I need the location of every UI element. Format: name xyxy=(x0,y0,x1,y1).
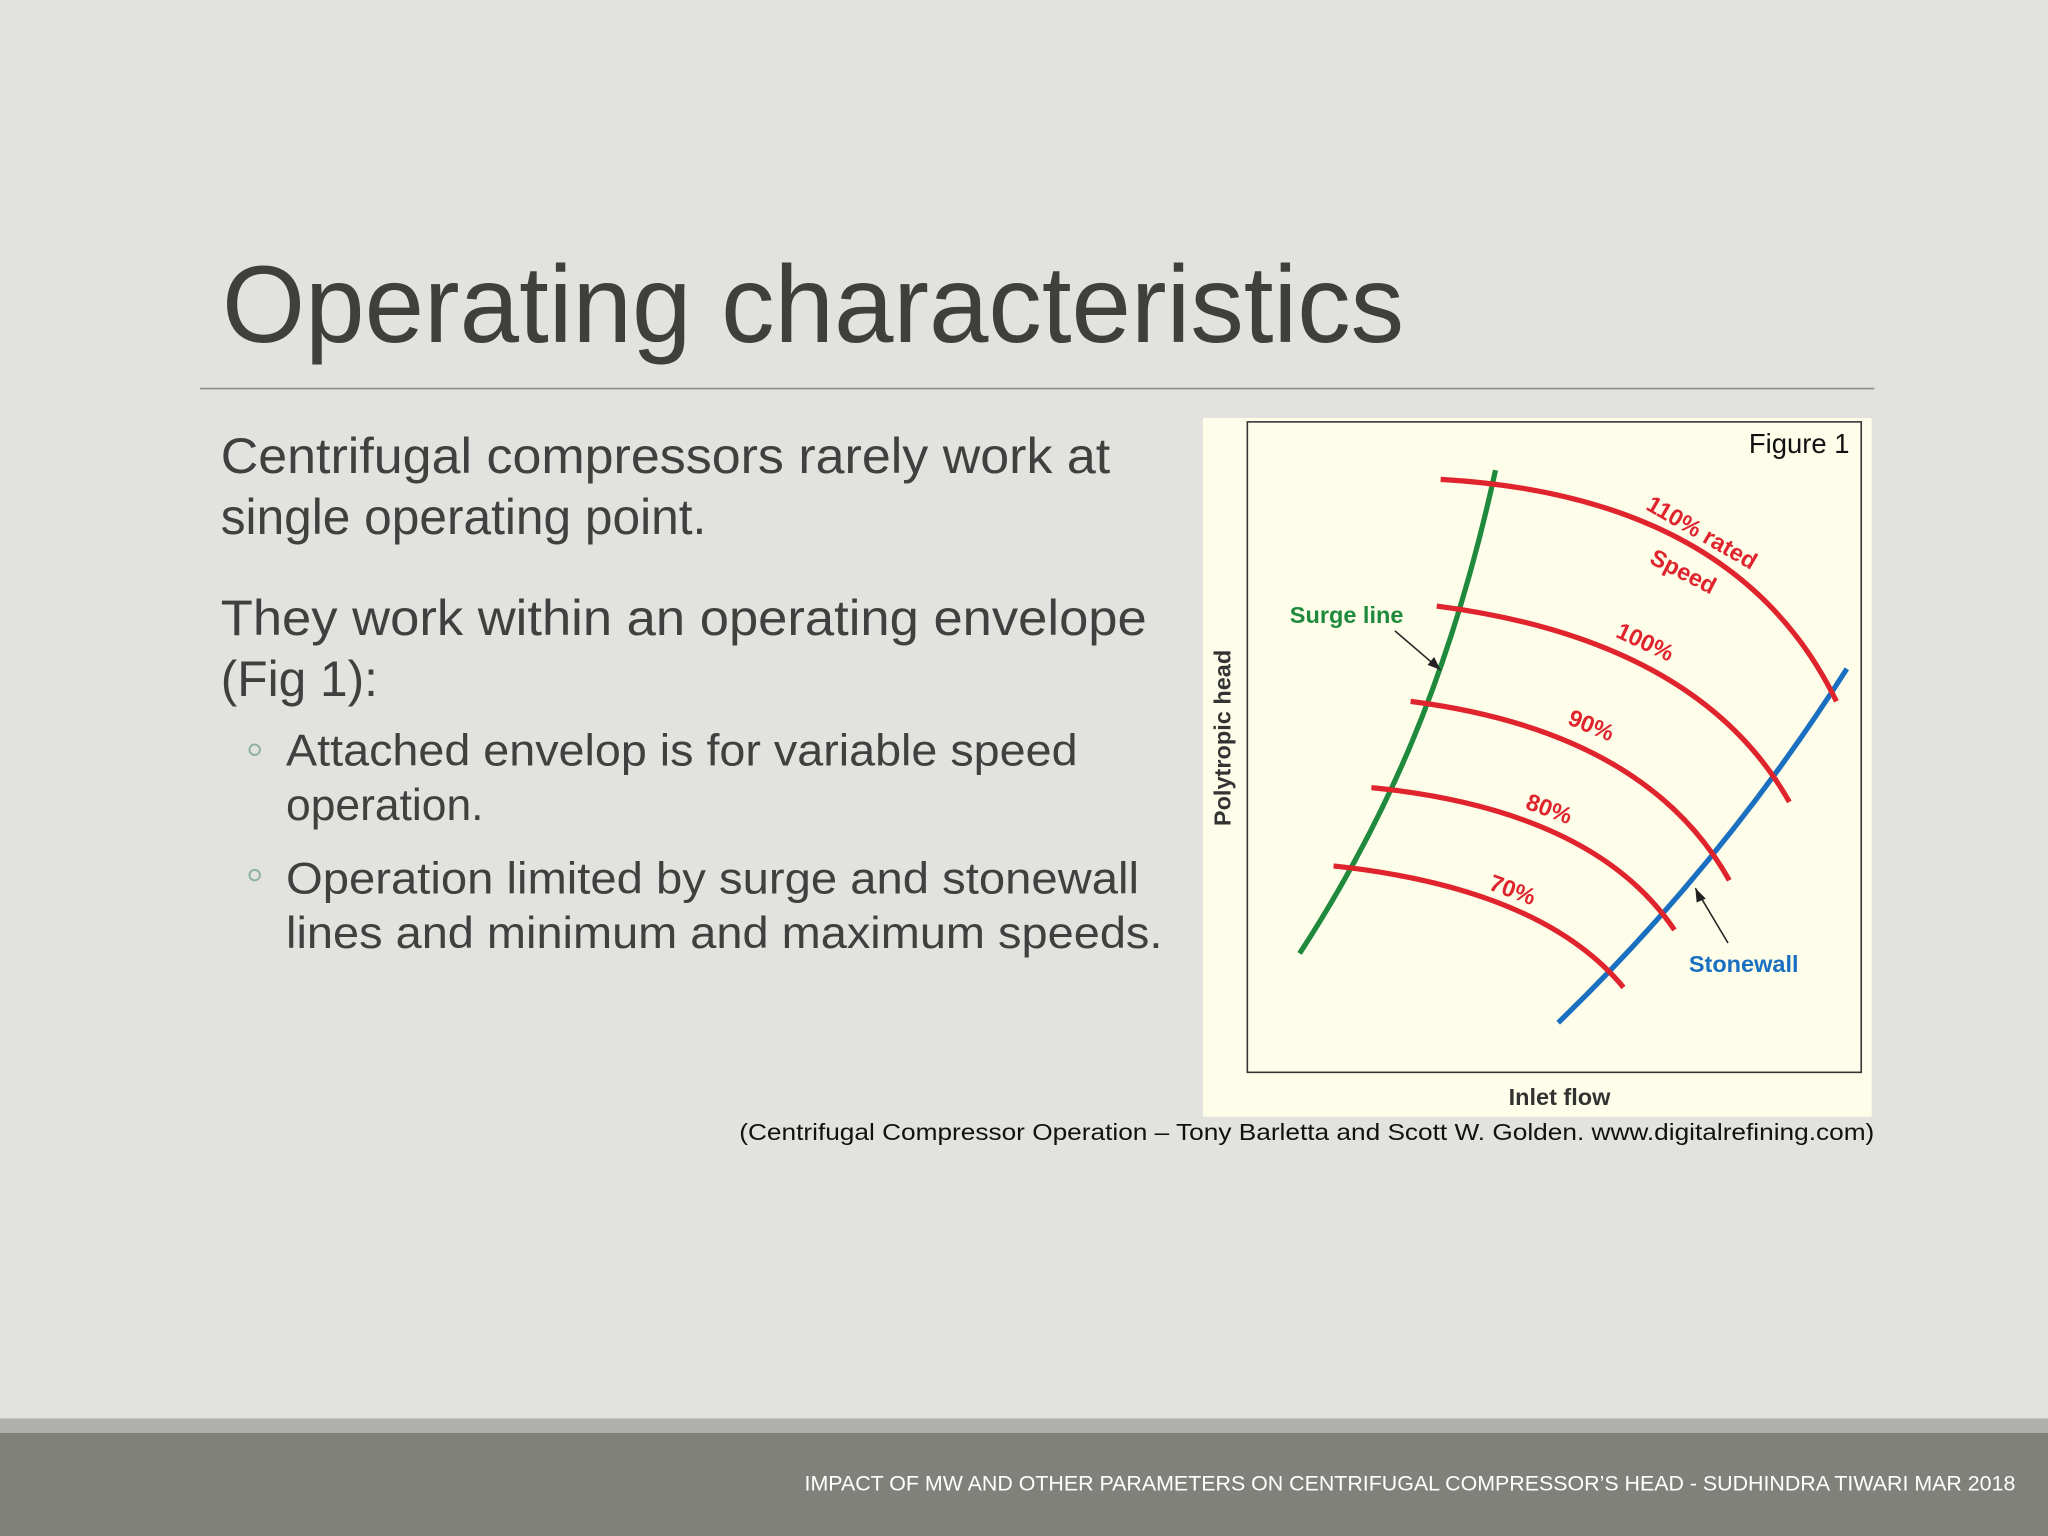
paragraph-line: (Fig 1): xyxy=(221,651,378,707)
figure-background xyxy=(1202,417,1872,1117)
surge-line xyxy=(1297,469,1499,955)
bullet-line: Operation limited by surge and stonewall xyxy=(286,854,1139,903)
speed-curve xyxy=(1410,698,1732,882)
bullet-line: operation. xyxy=(286,781,483,830)
surge-label: Surge line xyxy=(1290,602,1404,628)
figure: Figure 1 110% rated Speed 100% 90% 80% 7… xyxy=(1202,417,1872,1117)
footer-text: IMPACT OF MW AND OTHER PARAMETERS ON CEN… xyxy=(805,1472,2016,1495)
bullet-marker xyxy=(248,868,261,882)
paragraph-line: single operating point. xyxy=(221,489,707,545)
bullet-marker xyxy=(248,743,261,756)
slide-title: Operating characteristics xyxy=(222,244,1404,366)
speed-curve xyxy=(1436,603,1792,804)
bullet-line: lines and minimum and maximum speeds. xyxy=(286,909,1162,958)
stonewall-label: Stonewall xyxy=(1689,951,1799,977)
figure-frame xyxy=(1246,421,1863,1074)
speed-curve xyxy=(1371,784,1677,932)
x-axis-label: Inlet flow xyxy=(1509,1084,1612,1110)
footer-stripe xyxy=(0,1418,2048,1433)
figure-label: Figure 1 xyxy=(1749,428,1850,459)
y-axis-label: Polytropic head xyxy=(1209,650,1235,826)
paragraph-line: Centrifugal compressors rarely work at xyxy=(221,428,1111,484)
bullet-line: Attached envelop is for variable speed xyxy=(286,726,1078,775)
caption: (Centrifugal Compressor Operation – Tony… xyxy=(739,1119,1874,1145)
speed-curve xyxy=(1333,863,1626,990)
speed-curve xyxy=(1440,476,1839,703)
arrow-head xyxy=(1695,888,1706,903)
footer-band xyxy=(0,1432,2048,1536)
arrow-head xyxy=(1427,656,1441,671)
paragraph-line: They work within an operating envelope xyxy=(221,590,1147,646)
